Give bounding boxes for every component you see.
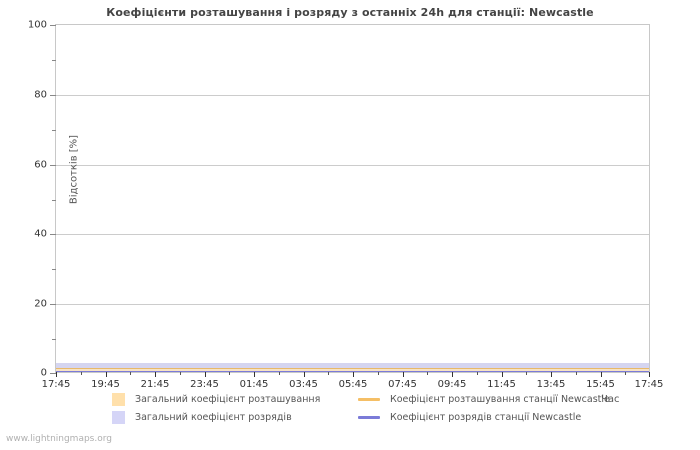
- x-tick-6: [353, 372, 354, 377]
- x-tick-7: [402, 372, 404, 377]
- x-tick-minor-9: [526, 372, 528, 375]
- y-tick-60: [50, 164, 56, 166]
- x-tick-11: [600, 372, 602, 377]
- x-label-1: 19:45: [91, 379, 120, 390]
- x-label-0: 17:45: [41, 379, 71, 390]
- x-tick-1: [105, 372, 107, 377]
- chart-title: Коефіцієнти розташування і розряду з ост…: [106, 6, 594, 19]
- area-total-discharge-rate: [56, 363, 649, 372]
- legend-label-total-discharge-rate: Загальний коефіцієнт розрядів: [135, 411, 292, 423]
- y-tick-10: [52, 339, 56, 341]
- x-tick-minor-3: [229, 372, 231, 375]
- legend-item-total-location-rate[interactable]: Загальний коефіцієнт розташування: [112, 392, 358, 406]
- y-tick-70: [52, 129, 56, 131]
- x-tick-5: [303, 372, 305, 377]
- y-tick-50: [52, 199, 56, 201]
- x-tick-minor-6: [377, 372, 379, 375]
- watermark: www.lightningmaps.org: [6, 434, 112, 444]
- legend-item-station-location-rate[interactable]: Коефіцієнт розташування станції Newcastl…: [358, 394, 632, 405]
- x-tick-4: [254, 372, 255, 377]
- line-station-discharge-rate: [56, 371, 649, 372]
- legend-label-station-discharge-rate: Коефіцієнт розрядів станції Newcastle: [390, 411, 582, 423]
- y-label-40: 40: [34, 228, 47, 240]
- gridline-40: [56, 234, 649, 236]
- legend-item-total-discharge-rate[interactable]: Загальний коефіцієнт розрядів: [112, 410, 358, 424]
- y-tick-100: [50, 25, 56, 26]
- y-label-0: 0: [40, 367, 47, 379]
- x-tick-minor-10: [575, 372, 577, 375]
- x-tick-2: [155, 372, 156, 377]
- chart-legend: Загальний коефіцієнт розташування Коефіц…: [112, 390, 632, 426]
- x-tick-minor-11: [625, 372, 627, 375]
- x-label-6: 05:45: [338, 379, 368, 390]
- y-tick-80: [50, 94, 56, 96]
- x-tick-12: [649, 372, 650, 377]
- legend-item-station-discharge-rate[interactable]: Коефіцієнт розрядів станції Newcastle: [358, 412, 632, 423]
- gridline-80: [56, 94, 649, 96]
- x-tick-3: [204, 372, 206, 377]
- series-layer: [56, 25, 649, 372]
- gridline-60: [56, 164, 649, 166]
- x-tick-minor-4: [278, 372, 280, 375]
- x-label-7: 07:45: [388, 379, 417, 390]
- plot-area: Відсотків [%] 100 80 60 40 20 0 17:45 19…: [28, 20, 664, 391]
- x-label-12: 17:45: [634, 379, 664, 390]
- x-tick-9: [501, 372, 503, 377]
- x-tick-0: [56, 372, 57, 377]
- y-tick-30: [52, 269, 56, 271]
- x-label-11: 15:45: [586, 379, 615, 390]
- x-tick-minor-7: [427, 372, 429, 375]
- y-label-20: 20: [34, 298, 47, 310]
- x-tick-minor-2: [179, 372, 181, 375]
- legend-swatch-station-location-rate: [358, 397, 380, 401]
- legend-swatch-total-location-rate: [112, 392, 125, 406]
- x-axis-title: Час: [601, 394, 620, 405]
- x-label-8: 09:45: [437, 379, 467, 390]
- gridline-20: [56, 304, 649, 306]
- y-tick-20: [50, 304, 56, 306]
- y-tick-0: [50, 373, 56, 374]
- x-tick-minor-0: [80, 372, 82, 375]
- y-tick-40: [50, 234, 56, 236]
- line-station-location-rate: [56, 368, 649, 370]
- y-tick-90: [52, 59, 56, 61]
- x-label-9: 11:45: [487, 379, 516, 390]
- x-tick-minor-8: [476, 372, 478, 375]
- legend-swatch-station-discharge-rate: [358, 415, 380, 419]
- x-tick-8: [452, 372, 453, 377]
- legend-swatch-total-discharge-rate: [112, 410, 125, 424]
- x-tick-minor-5: [328, 372, 330, 375]
- x-label-5: 03:45: [289, 379, 318, 390]
- y-label-80: 80: [34, 89, 47, 101]
- y-label-100: 100: [27, 19, 47, 31]
- x-tick-minor-1: [130, 372, 132, 375]
- y-label-60: 60: [34, 159, 47, 171]
- x-label-4: 01:45: [239, 379, 269, 390]
- y-axis-title: Відсотків [%]: [68, 134, 80, 205]
- legend-label-station-location-rate: Коефіцієнт розташування станції Newcastl…: [390, 393, 610, 405]
- x-tick-10: [551, 372, 552, 377]
- area-total-location-rate: [56, 369, 649, 372]
- x-label-3: 23:45: [190, 379, 219, 390]
- legend-label-total-location-rate: Загальний коефіцієнт розташування: [135, 393, 321, 405]
- x-label-10: 13:45: [536, 379, 566, 390]
- x-label-2: 21:45: [140, 379, 170, 390]
